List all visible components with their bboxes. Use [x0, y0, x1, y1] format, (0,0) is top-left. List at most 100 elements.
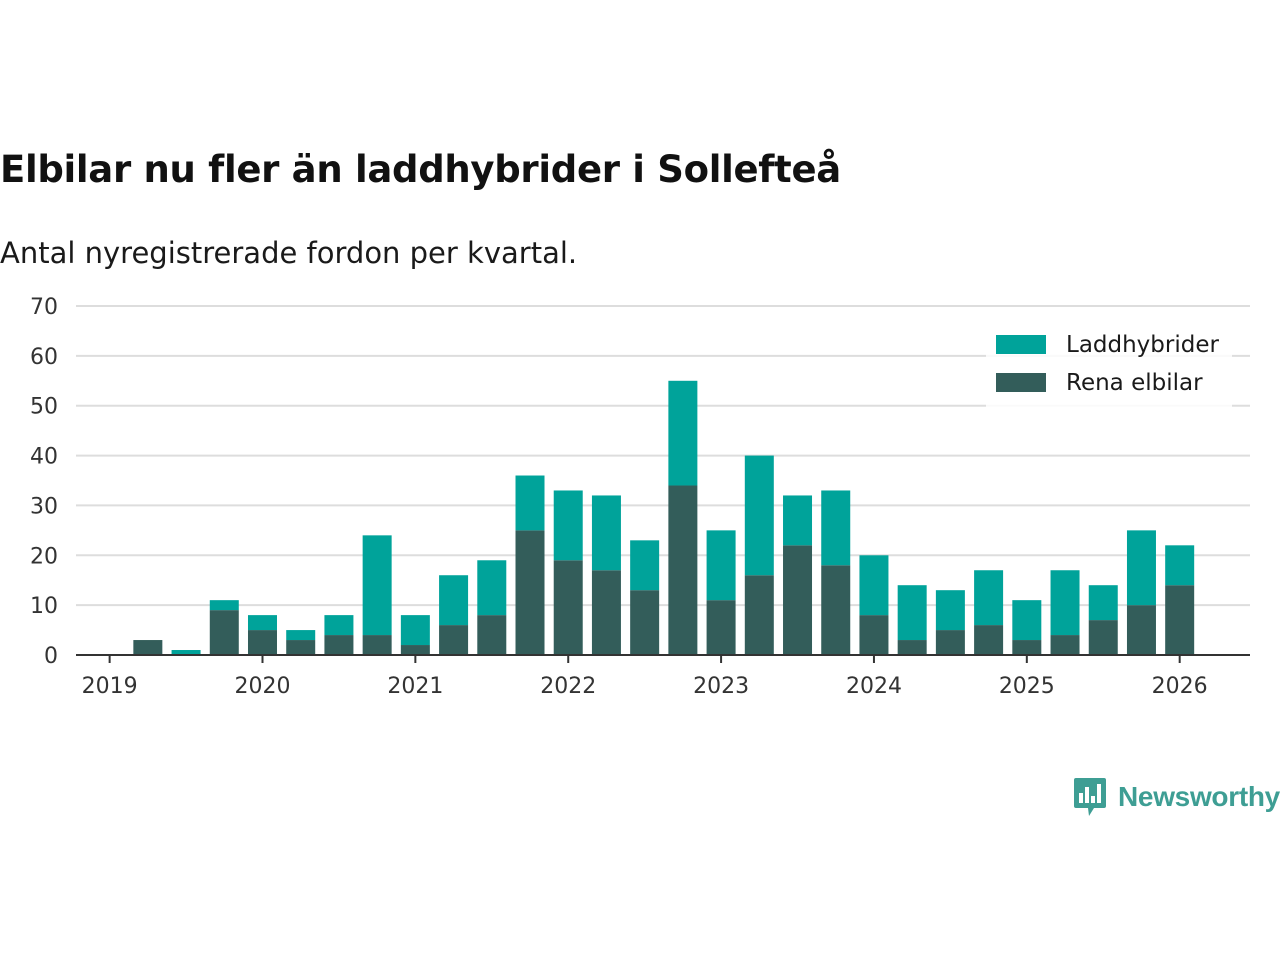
bar-stack	[553, 490, 583, 655]
legend-label-laddhybrider: Laddhybrider	[1066, 332, 1219, 358]
y-tick-label: 70	[30, 295, 58, 320]
bar-stack	[744, 455, 774, 655]
bar-rena-elbilar	[821, 565, 851, 655]
bar-stack	[209, 600, 239, 655]
bar-stack	[400, 615, 430, 655]
bar-rena-elbilar	[515, 530, 545, 655]
bar-rena-elbilar	[1165, 585, 1195, 655]
newsworthy-logo: Newsworthy	[1072, 776, 1280, 818]
bar-stack	[630, 540, 660, 655]
bar-laddhybrider	[247, 615, 277, 631]
bar-stack	[1012, 600, 1042, 655]
bar-rena-elbilar	[630, 590, 660, 655]
bar-laddhybrider	[209, 600, 239, 611]
bar-laddhybrider	[1012, 600, 1042, 641]
bar-stack	[439, 575, 469, 655]
bar-rena-elbilar	[706, 600, 736, 655]
bar-stack	[897, 585, 927, 655]
bar-stack	[821, 490, 851, 655]
bar-rena-elbilar	[974, 625, 1004, 655]
bar-stack	[1126, 530, 1156, 655]
bar-laddhybrider	[859, 555, 889, 616]
x-tick-label: 2025	[999, 674, 1055, 699]
y-tick-label: 30	[30, 494, 58, 519]
bar-stack	[706, 530, 736, 655]
bar-stack	[668, 380, 698, 655]
bar-laddhybrider	[783, 495, 813, 546]
bar-rena-elbilar	[477, 615, 507, 655]
bar-rena-elbilar	[668, 485, 698, 655]
bar-laddhybrider	[935, 590, 965, 631]
bar-rena-elbilar	[1050, 635, 1080, 655]
newsworthy-logo-text: Newsworthy	[1118, 781, 1280, 812]
chart-subtitle: Antal nyregistrerade fordon per kvartal.	[0, 236, 578, 270]
bar-rena-elbilar	[1126, 605, 1156, 655]
bar-rena-elbilar	[859, 615, 889, 655]
x-tick-label: 2022	[540, 674, 596, 699]
bar-rena-elbilar	[247, 630, 277, 655]
bar-laddhybrider	[668, 380, 698, 486]
x-tick-label: 2026	[1152, 674, 1208, 699]
bar-rena-elbilar	[324, 635, 354, 655]
bar-laddhybrider	[630, 540, 660, 591]
bar-laddhybrider	[897, 585, 927, 641]
x-tick-label: 2024	[846, 674, 902, 699]
bar-laddhybrider	[515, 475, 545, 531]
x-tick-label: 2023	[693, 674, 749, 699]
bar-laddhybrider	[591, 495, 621, 571]
y-tick-label: 0	[44, 644, 58, 669]
bars	[133, 380, 1195, 655]
bar-rena-elbilar	[935, 630, 965, 655]
bar-laddhybrider	[1088, 585, 1118, 621]
x-axis-ticks: 2019 2020 2021 2022 2023 2024 2025 2026	[82, 655, 1208, 699]
bar-stack	[515, 475, 545, 655]
bar-laddhybrider	[439, 575, 469, 626]
bar-stack	[286, 630, 316, 655]
bar-rena-elbilar	[439, 625, 469, 655]
bar-stack	[171, 650, 201, 655]
y-tick-label: 40	[30, 445, 58, 470]
bar-rena-elbilar	[744, 575, 774, 655]
legend-swatch-laddhybrider	[996, 335, 1046, 354]
bar-rena-elbilar	[286, 640, 316, 655]
bar-stack	[783, 495, 813, 655]
bar-rena-elbilar	[362, 635, 392, 655]
bar-laddhybrider	[706, 530, 736, 601]
x-tick-label: 2019	[82, 674, 138, 699]
bar-laddhybrider	[974, 570, 1004, 626]
bar-laddhybrider	[553, 490, 583, 561]
bar-stack	[1088, 585, 1118, 655]
y-tick-label: 50	[30, 395, 58, 420]
bar-laddhybrider	[324, 615, 354, 636]
bar-stack	[477, 560, 507, 655]
bar-rena-elbilar	[1088, 620, 1118, 655]
bar-stack	[859, 555, 889, 655]
bar-rena-elbilar	[209, 610, 239, 655]
bar-laddhybrider	[171, 650, 201, 655]
bar-rena-elbilar	[1012, 640, 1042, 655]
bar-stack	[247, 615, 277, 655]
y-tick-label: 10	[30, 594, 58, 619]
bar-laddhybrider	[821, 490, 851, 566]
bar-laddhybrider	[477, 560, 507, 616]
y-tick-label: 20	[30, 544, 58, 569]
bar-stack	[935, 590, 965, 655]
bar-stack	[133, 640, 163, 655]
bar-laddhybrider	[400, 615, 430, 646]
bar-laddhybrider	[1050, 570, 1080, 636]
bar-laddhybrider	[744, 455, 774, 576]
legend: Laddhybrider Rena elbilar	[986, 324, 1232, 408]
x-tick-label: 2021	[387, 674, 443, 699]
bar-laddhybrider	[362, 535, 392, 636]
bar-stack	[974, 570, 1004, 655]
chart-title: Elbilar nu fler än laddhybrider i Sollef…	[0, 148, 841, 191]
bar-stack	[1050, 570, 1080, 655]
bar-stack	[591, 495, 621, 655]
x-tick-label: 2020	[234, 674, 290, 699]
bar-laddhybrider	[1126, 530, 1156, 606]
bar-stack	[324, 615, 354, 655]
legend-swatch-rena-elbilar	[996, 373, 1046, 392]
bar-rena-elbilar	[783, 545, 813, 655]
bar-rena-elbilar	[553, 560, 583, 655]
